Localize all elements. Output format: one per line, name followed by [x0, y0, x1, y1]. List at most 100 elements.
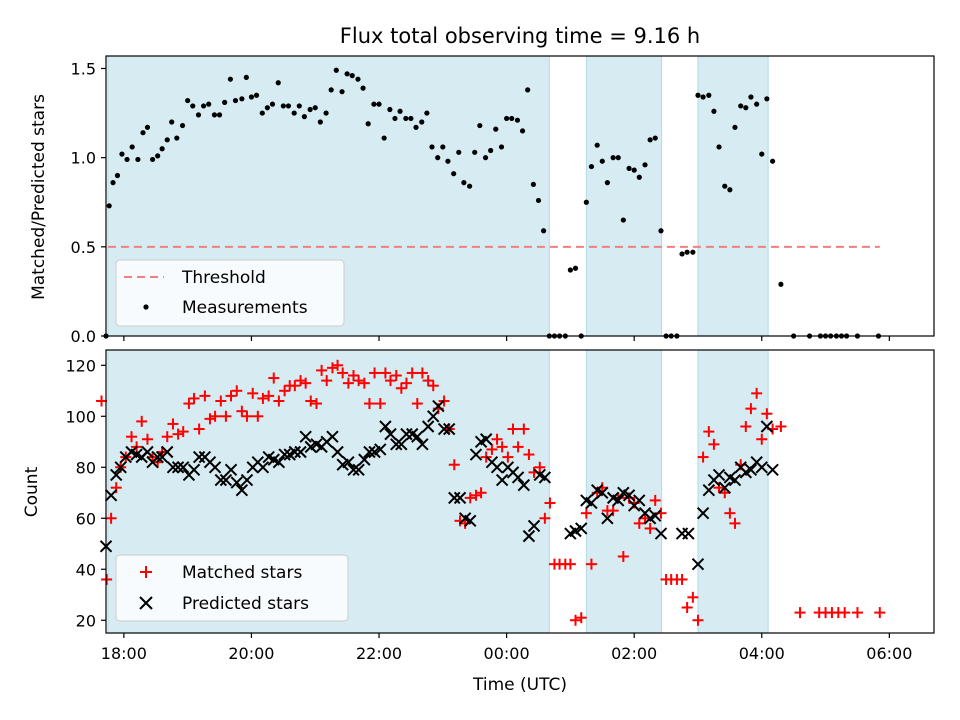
predicted-star-point [384, 427, 397, 441]
matched-star-point [719, 487, 731, 499]
predicted-star-point [622, 489, 636, 502]
measurement-point [716, 144, 722, 150]
predicted-star-point [427, 410, 440, 423]
measurement-point [567, 267, 573, 273]
measurement-point [727, 187, 733, 193]
measurement-point [519, 128, 526, 134]
matched-star-point [188, 392, 200, 404]
predicted-star-point [104, 489, 118, 502]
measurement-point [732, 124, 738, 130]
predicted-star-point [256, 461, 270, 474]
matched-star-point [348, 369, 360, 381]
measurement-point [190, 103, 196, 109]
matched-star-point [342, 377, 354, 389]
measurement-point [119, 151, 125, 157]
matched-star-point [411, 398, 423, 410]
measurement-point [216, 112, 223, 118]
matched-star-point [172, 428, 184, 440]
measurement-point [504, 115, 510, 122]
matched-star-point [644, 522, 656, 534]
measurement-point [610, 155, 616, 161]
predicted-star-point [109, 468, 123, 482]
bottom-y-axis-label: Count [22, 466, 42, 517]
matched-star-point [126, 431, 138, 443]
measurement-point [419, 119, 425, 125]
predicted-star-point [214, 473, 228, 487]
measurement-point [477, 122, 483, 129]
measurement-point [451, 171, 457, 177]
matched-star-point [697, 451, 709, 463]
bottom-yticks: 20 40 60 80 100 120 [65, 356, 106, 630]
matched-legend-marker [140, 566, 152, 578]
measurement-point [317, 119, 323, 125]
matched-star-point [729, 517, 741, 529]
measurement-point [679, 251, 685, 257]
measurement-point [371, 101, 377, 107]
matched-star-point [177, 426, 189, 438]
matched-star-point [209, 410, 221, 422]
measurement-point [239, 96, 245, 102]
measurement-point [206, 101, 212, 107]
measurement-point [754, 101, 760, 107]
predicted-star-point [479, 433, 493, 446]
predicted-star-point [230, 476, 243, 489]
matched-star-point [775, 420, 787, 432]
predicted-star-point [612, 494, 625, 507]
measurement-point [200, 103, 207, 109]
measurement-point [429, 144, 435, 150]
matched-star-point [369, 367, 381, 379]
y-tick-label: 40 [76, 560, 96, 579]
measurement-point [365, 121, 371, 127]
matched-star-point [580, 507, 592, 519]
measurement-point [344, 71, 350, 77]
x-tick-label: 00:00 [484, 644, 530, 663]
predicted-star-point [522, 529, 536, 543]
top-legend-box [115, 259, 345, 327]
matched-star-point [300, 377, 312, 389]
y-tick-label: 60 [76, 509, 96, 528]
bottom-axes-frame [105, 349, 935, 634]
matched-star-point [708, 438, 720, 450]
matched-star-point [395, 382, 407, 394]
measurement-point [658, 228, 664, 234]
matched-star-point [839, 607, 851, 619]
top-yticks: 0.0 0.5 1.0 1.5 [71, 59, 106, 346]
measurement-point [647, 137, 653, 143]
matched-star-point [236, 405, 248, 417]
matched-star-point [692, 614, 704, 626]
predicted-star-point [453, 491, 467, 505]
measurement-point [690, 249, 696, 255]
matched-star-point [649, 494, 661, 506]
y-tick-label: 1.5 [71, 59, 96, 78]
measurement-point [599, 158, 605, 164]
matched-star-point [874, 607, 886, 619]
matched-star-point [724, 507, 736, 519]
matched-star-point [518, 423, 530, 435]
top-panel: 0.0 0.5 1.0 1.5 Matched/Predicted stars Thr… [29, 55, 935, 346]
measurement-point [269, 101, 276, 107]
predicted-star-point [374, 443, 387, 456]
predicted-star-point [421, 420, 435, 433]
y-tick-label: 120 [65, 356, 96, 375]
matched-star-point [406, 367, 418, 379]
predicted-star-point [114, 461, 127, 474]
measurement-point [743, 105, 749, 111]
predicted-star-point [288, 445, 302, 459]
measurement-point [164, 137, 170, 143]
predicted-star-point [224, 463, 238, 477]
matched-star-point [167, 418, 179, 430]
matched-star-point [496, 441, 508, 453]
measurement-point [588, 163, 595, 170]
measurement-point [472, 149, 478, 155]
measurement-point [700, 94, 706, 100]
measurement-point [711, 108, 717, 114]
measurement-point [253, 92, 260, 98]
matched-star-point [316, 364, 328, 376]
measurement-point [129, 144, 135, 150]
matched-star-point [289, 380, 301, 392]
bottom-xticks: 18:00 20:00 22:00 00:00 02:00 04:00 06:00 [101, 633, 912, 663]
observing-window-2 [585, 55, 663, 337]
matched-star-point [756, 433, 768, 445]
measurement-point [778, 281, 784, 287]
